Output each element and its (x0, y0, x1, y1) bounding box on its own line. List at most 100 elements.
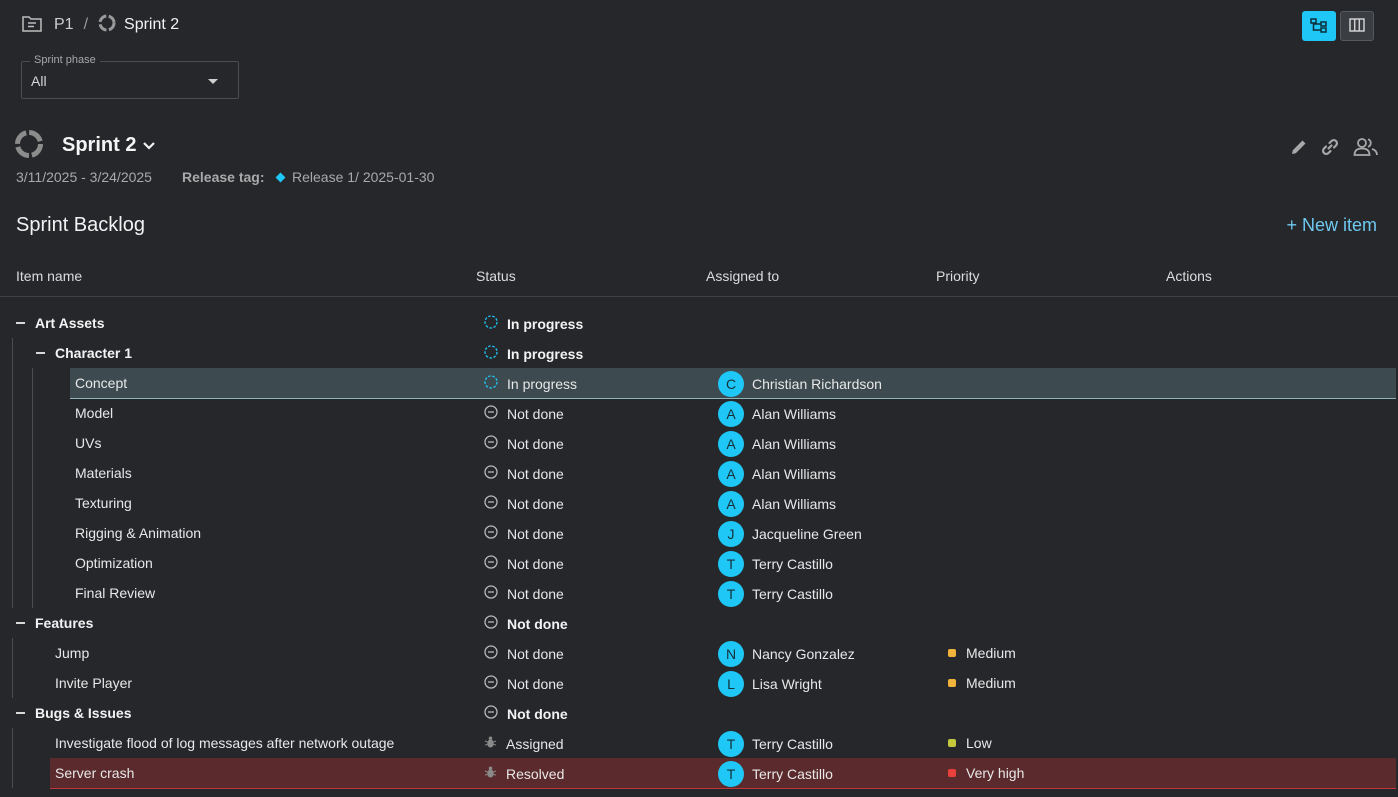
item-assignee[interactable]: A Alan Williams (718, 401, 836, 427)
table-row[interactable]: Model Not done A Alan Williams (0, 398, 1398, 428)
table-row[interactable]: Jump Not done N Nancy Gonzalez Medium (0, 638, 1398, 668)
item-priority[interactable]: Very high (948, 765, 1024, 781)
table-row[interactable]: UVs Not done A Alan Williams (0, 428, 1398, 458)
item-status[interactable]: In progress (484, 345, 583, 362)
item-assignee[interactable]: A Alan Williams (718, 461, 836, 487)
item-name[interactable]: Rigging & Animation (75, 525, 202, 541)
avatar: T (718, 731, 744, 757)
item-status[interactable]: Not done (484, 435, 564, 452)
bug-icon (484, 765, 497, 782)
table-row[interactable]: Server crash Resolved T Terry Castillo Very … (0, 758, 1398, 789)
item-assignee[interactable]: C Christian Richardson (718, 371, 882, 397)
new-item-button[interactable]: + New item (1286, 215, 1377, 235)
item-priority[interactable]: Medium (948, 645, 1016, 661)
not-done-icon (484, 555, 498, 572)
item-status[interactable]: Not done (484, 675, 564, 692)
item-assignee[interactable]: J Jacqueline Green (718, 521, 862, 547)
column-header-priority[interactable]: Priority (936, 268, 980, 284)
item-priority[interactable]: Low (948, 735, 992, 751)
edit-button[interactable] (1287, 136, 1311, 160)
item-name[interactable]: Jump (55, 645, 90, 661)
not-done-icon (484, 585, 498, 602)
item-name[interactable]: UVs (75, 435, 102, 451)
item-name[interactable]: Bugs & Issues (35, 705, 132, 721)
sprint-dates: 3/11/2025 - 3/24/2025 (16, 169, 152, 185)
breadcrumb-current: Sprint 2 (124, 16, 180, 33)
item-name[interactable]: Materials (75, 465, 132, 481)
column-header-status[interactable]: Status (476, 268, 516, 284)
group-row[interactable]: Bugs & Issues Not done (0, 698, 1398, 728)
item-name[interactable]: Invite Player (55, 675, 133, 691)
item-status[interactable]: Not done (484, 645, 564, 662)
item-assignee[interactable]: T Terry Castillo (718, 551, 833, 577)
avatar: A (718, 431, 744, 457)
item-status[interactable]: In progress (484, 315, 583, 332)
item-name[interactable]: Art Assets (35, 315, 105, 331)
status-label: Not done (507, 675, 564, 692)
priority-label: Medium (966, 675, 1016, 691)
group-row[interactable]: Art Assets In progress (0, 308, 1398, 338)
item-name[interactable]: Concept (75, 375, 128, 391)
item-name[interactable]: Texturing (75, 495, 132, 511)
item-assignee[interactable]: N Nancy Gonzalez (718, 641, 855, 667)
item-name[interactable]: Model (75, 405, 114, 421)
item-assignee[interactable]: T Terry Castillo (718, 761, 833, 787)
in-progress-icon (484, 345, 498, 362)
item-status[interactable]: Not done (484, 615, 568, 632)
item-name[interactable]: Character 1 (55, 345, 133, 361)
collapse-toggle-icon[interactable] (16, 712, 25, 714)
table-row[interactable]: Texturing Not done A Alan Williams (0, 488, 1398, 518)
tree-view-toggle-button[interactable] (1302, 11, 1336, 41)
table-row[interactable]: Materials Not done A Alan Williams (0, 458, 1398, 488)
table-row[interactable]: Final Review Not done T Terry Castillo (0, 578, 1398, 608)
item-name[interactable]: Server crash (55, 765, 135, 781)
item-status[interactable]: Not done (484, 585, 564, 602)
item-status[interactable]: Resolved (484, 765, 564, 782)
table-row[interactable]: Concept In progress C Christian Richardson (0, 368, 1398, 399)
copy-link-button[interactable] (1318, 136, 1342, 160)
table-row[interactable]: Optimization Not done T Terry Castillo (0, 548, 1398, 578)
not-done-icon (484, 525, 498, 542)
avatar: T (718, 761, 744, 787)
board-view-toggle-button[interactable] (1340, 11, 1374, 41)
group-row[interactable]: Features Not done (0, 608, 1398, 638)
sprint-ring-icon (98, 14, 116, 37)
item-status[interactable]: Not done (484, 495, 564, 512)
not-done-icon (484, 675, 498, 692)
members-button[interactable] (1352, 136, 1380, 160)
sprint-title[interactable]: Sprint 2 (62, 134, 156, 157)
item-status[interactable]: Not done (484, 405, 564, 422)
table-row[interactable]: Investigate flood of log messages after … (0, 728, 1398, 758)
priority-indicator (948, 769, 956, 777)
collapse-toggle-icon[interactable] (16, 622, 25, 624)
collapse-toggle-icon[interactable] (36, 352, 45, 354)
group-row[interactable]: Character 1 In progress (0, 338, 1398, 368)
item-name[interactable]: Features (35, 615, 94, 631)
table-row[interactable]: Rigging & Animation Not done J Jacqueline G… (0, 518, 1398, 548)
breadcrumb-project-link[interactable]: P1 (54, 16, 74, 33)
item-name[interactable]: Investigate flood of log messages after … (55, 735, 395, 751)
item-status[interactable]: Not done (484, 465, 564, 482)
item-name[interactable]: Optimization (75, 555, 153, 571)
table-row[interactable]: Invite Player Not done L Lisa Wright Medium (0, 668, 1398, 698)
column-header-item-name[interactable]: Item name (16, 268, 83, 284)
tree-view-icon (1310, 17, 1328, 36)
item-status[interactable]: Assigned (484, 735, 564, 752)
item-assignee[interactable]: T Terry Castillo (718, 581, 833, 607)
sprint-phase-select[interactable]: Sprint phase All (21, 54, 239, 99)
item-assignee[interactable]: A Alan Williams (718, 491, 836, 517)
item-assignee[interactable]: L Lisa Wright (718, 671, 822, 697)
item-status[interactable]: Not done (484, 705, 568, 722)
item-status[interactable]: Not done (484, 525, 564, 542)
item-priority[interactable]: Medium (948, 675, 1016, 691)
item-status[interactable]: In progress (484, 375, 577, 392)
status-label: Not done (507, 405, 564, 422)
release-tag[interactable]: Release 1/ 2025-01-30 (275, 169, 434, 185)
item-name[interactable]: Final Review (75, 585, 156, 601)
item-assignee[interactable]: T Terry Castillo (718, 731, 833, 757)
column-header-assigned-to[interactable]: Assigned to (706, 268, 780, 284)
item-status[interactable]: Not done (484, 555, 564, 572)
item-assignee[interactable]: A Alan Williams (718, 431, 836, 457)
assignee-name: Jacqueline Green (752, 526, 862, 542)
collapse-toggle-icon[interactable] (16, 322, 25, 324)
